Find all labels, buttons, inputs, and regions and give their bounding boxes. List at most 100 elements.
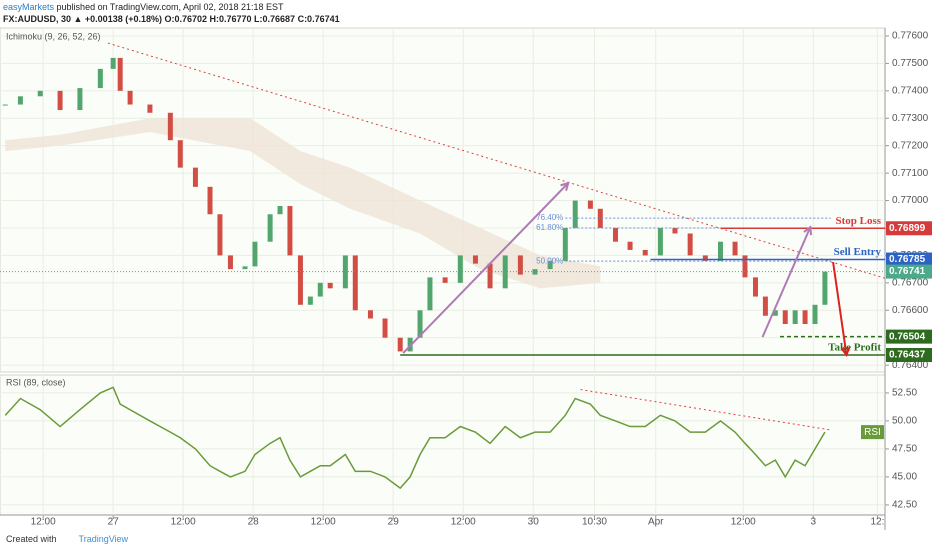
pane [0, 27, 886, 373]
x-tick-label: 12:00 [451, 517, 476, 528]
candle [487, 263, 493, 289]
candle [717, 241, 723, 261]
candle [732, 241, 738, 256]
x-tick-label: 30 [528, 517, 540, 528]
price-box [886, 221, 932, 236]
x-tick-label: 12: [870, 517, 884, 528]
candle [352, 255, 358, 311]
trendline [580, 389, 831, 431]
price-box [886, 264, 932, 279]
arrow [761, 226, 812, 338]
panel-title: RSI (89, close) [6, 377, 66, 387]
candle [397, 337, 403, 352]
series-tag-label: RSI [864, 427, 881, 438]
y-tick-label: 0.77300 [892, 113, 929, 124]
trendline [107, 42, 886, 279]
candle [57, 90, 63, 111]
price-box-label: 0.76785 [889, 254, 926, 265]
y-tick-label: 42.50 [892, 500, 917, 511]
x-tick-label: 10:30 [582, 517, 607, 528]
price-box [886, 252, 932, 267]
candle [382, 318, 388, 338]
candle [297, 255, 303, 305]
candle [192, 167, 198, 187]
published: published on TradingView.com, April 02, … [56, 2, 284, 12]
arrow-head [840, 347, 851, 358]
candle [812, 304, 818, 324]
chart: 0.77600 0.77500 0.77400 0.77300 0.77200 0.771… [0, 27, 932, 530]
candle [367, 310, 373, 319]
fib-label: 76.40% [536, 213, 563, 222]
candle [457, 255, 463, 283]
price-box [886, 329, 932, 344]
candle [242, 266, 248, 270]
candle [427, 277, 433, 311]
panel-title: Ichimoku (9, 26, 52, 26) [6, 31, 101, 41]
candle [442, 277, 448, 283]
level-name: Take Profit [828, 342, 881, 354]
brand[interactable]: TradingView [78, 534, 129, 544]
candle [147, 104, 153, 113]
candle [562, 227, 568, 261]
candle [77, 88, 83, 111]
price-box-label: 0.76899 [889, 223, 926, 234]
candle [277, 206, 283, 215]
candle [127, 90, 133, 105]
candle [317, 282, 323, 297]
y-tick-label: 0.76400 [892, 360, 929, 371]
candle [307, 296, 313, 305]
fib-label: 61.80% [536, 223, 563, 232]
header: easyMarkets published on TradingView.com… [3, 1, 340, 25]
candle [177, 140, 183, 168]
candle [587, 200, 593, 209]
candle [572, 200, 578, 228]
x-tick-label: Apr [648, 517, 664, 528]
arrow [832, 261, 848, 356]
candle [702, 255, 708, 261]
candle [472, 255, 478, 264]
candle [217, 214, 223, 256]
candle [612, 227, 618, 242]
candle [657, 227, 663, 256]
created: Created with [6, 534, 57, 544]
y-tick-label: 0.77400 [892, 85, 929, 96]
candle [642, 249, 648, 256]
candle [502, 255, 508, 289]
publisher[interactable]: easyMarkets [3, 2, 55, 12]
x-tick-label: 27 [108, 517, 120, 528]
y-tick-label: 0.77500 [892, 58, 929, 69]
y-tick-label: 50.00 [892, 416, 917, 427]
candle [822, 271, 828, 305]
price-box [886, 347, 932, 362]
price-box-label: 0.76437 [889, 350, 926, 361]
fib-label: 50.00% [536, 256, 563, 265]
x-tick-label: 12:00 [731, 517, 756, 528]
level-name: Stop Loss [835, 215, 881, 227]
candle [110, 57, 116, 69]
series-tag [861, 425, 884, 440]
candle [597, 208, 603, 228]
candle [117, 57, 123, 91]
candle [287, 206, 293, 256]
arrow-head [803, 225, 813, 236]
rsi-line [4, 386, 826, 490]
candle [267, 214, 273, 242]
candle [167, 112, 173, 141]
y-tick-label: 47.50 [892, 444, 917, 455]
candle [517, 255, 523, 275]
arrow [402, 182, 569, 354]
candle [37, 90, 43, 97]
candle [2, 104, 8, 106]
candle [742, 255, 748, 278]
ichimoku-cloud [5, 118, 601, 289]
price-box-label: 0.76741 [889, 266, 926, 277]
candle [252, 241, 258, 267]
candle [672, 227, 678, 234]
symbol-line: FX:AUDUSD, 30 ▲ +0.00138 (+0.18%) O:0.76… [3, 14, 340, 24]
candle [762, 296, 768, 316]
y-tick-label: 0.77600 [892, 31, 929, 42]
level-name: Sell Entry [834, 246, 882, 258]
y-tick-label: 0.76600 [892, 305, 929, 316]
candle [207, 186, 213, 215]
